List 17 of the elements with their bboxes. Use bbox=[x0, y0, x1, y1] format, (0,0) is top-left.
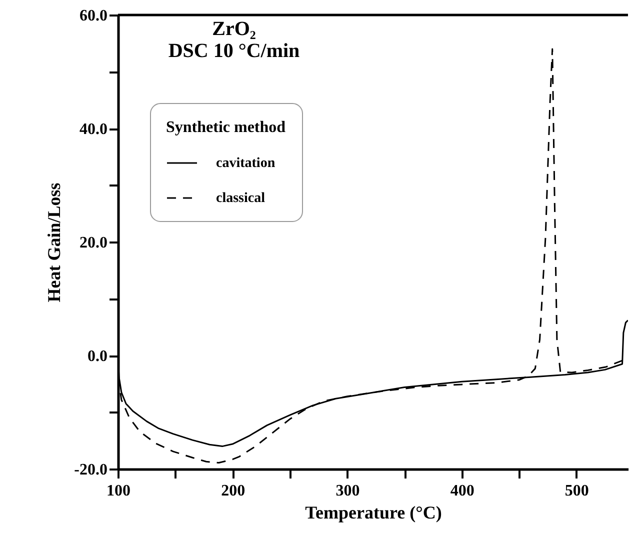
y-tick-label: 60.0 bbox=[80, 8, 108, 24]
x-tick-label: 300 bbox=[336, 482, 360, 500]
y-tick-label: -20.0 bbox=[74, 462, 108, 478]
x-axis-title: Temperature (°C) bbox=[305, 502, 442, 522]
chart-title: ZrO₂ bbox=[212, 18, 256, 40]
x-tick-label: 500 bbox=[564, 482, 589, 500]
legend-label: cavitation bbox=[216, 156, 276, 171]
y-axis-title: Heat Gain/Loss bbox=[44, 182, 64, 302]
legend-label: classical bbox=[216, 191, 266, 206]
y-tick-label: 40.0 bbox=[80, 121, 108, 138]
y-tick-label: 20.0 bbox=[80, 234, 108, 252]
y-tick-label: 0.0 bbox=[88, 348, 108, 365]
x-tick-label: 200 bbox=[221, 482, 246, 500]
x-tick-label: 400 bbox=[450, 482, 474, 500]
x-tick-label: 100 bbox=[106, 482, 130, 500]
text: DSC 10 °C/min bbox=[168, 40, 300, 62]
legend-title: Synthetic method bbox=[166, 119, 286, 136]
